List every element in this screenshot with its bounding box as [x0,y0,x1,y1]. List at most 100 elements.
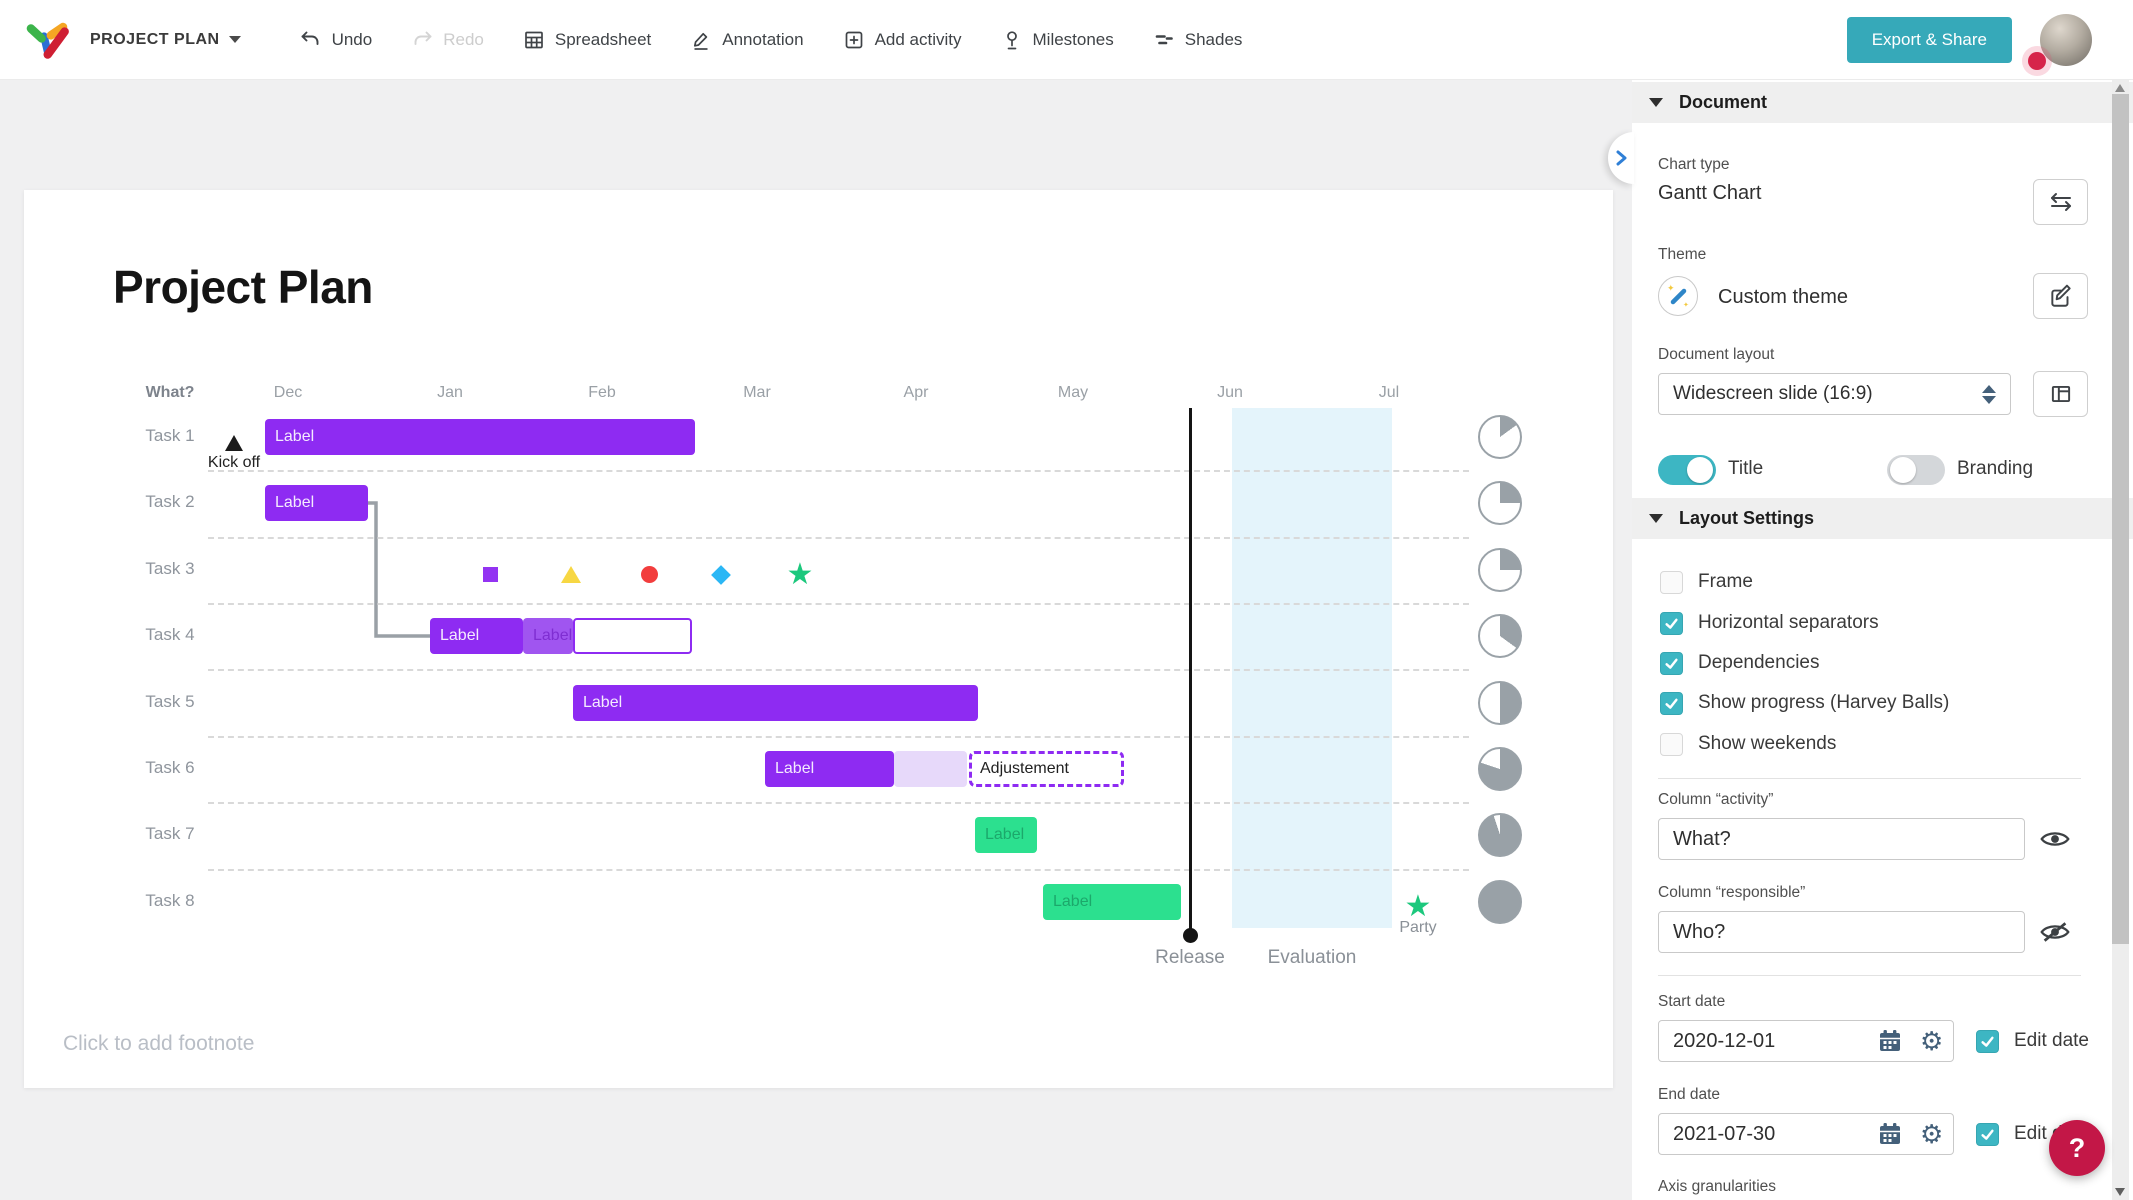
scroll-up-icon[interactable] [2115,84,2125,92]
task-bar[interactable]: Label [975,817,1037,854]
task-bar[interactable]: Label [523,618,573,655]
checkbox-show-progress-harvey-balls[interactable] [1660,692,1683,715]
chart-type-label: Chart type [1658,156,1730,173]
toolbar-item-add-activity[interactable]: Add activity [842,28,962,52]
checkbox-label: Frame [1698,571,1753,592]
gear-icon[interactable]: ⚙ [1920,1026,1944,1056]
theme-wand-icon[interactable]: ✦ ✦ [1658,276,1698,316]
task-bar[interactable] [573,618,692,655]
toolbar-item-label: Shades [1184,29,1243,49]
toolbar-item-shades[interactable]: Shades [1152,28,1243,52]
bar-label: Label [275,428,315,445]
document-layout-label: Document layout [1658,346,1775,363]
chart-canvas: Project Plan What? Dec Jan Feb Mar Apr May Jun J… [24,190,1613,1088]
milestone-kickoff[interactable] [225,435,243,451]
column-responsible-input[interactable] [1658,911,2025,953]
scrollbar-thumb[interactable] [2112,94,2129,944]
checkbox-horizontal-separators[interactable] [1660,612,1683,635]
sidebar-collapse-button[interactable] [1608,132,1634,184]
task-bar[interactable]: Adjustement [969,751,1124,787]
section-title: Layout Settings [1679,508,1815,528]
section-header-layout-settings[interactable]: Layout Settings [1632,498,2133,539]
eye-icon[interactable] [2040,828,2070,855]
milestone-square[interactable] [482,566,498,582]
collapse-caret-icon [1649,514,1663,523]
milestone-diamond[interactable] [711,564,731,585]
checkbox-dependencies[interactable] [1660,652,1683,675]
gantt-chart: What? Dec Jan Feb Mar Apr May Jun Jul Task 1 Label… [24,190,1613,1088]
toolbar-item-label: Add activity [874,29,962,49]
eye-off-icon[interactable] [2040,921,2070,948]
release-milestone-dot[interactable] [1182,927,1198,943]
toolbar-item-spreadsheet[interactable]: Spreadsheet [522,28,651,52]
task-bar[interactable]: Label [573,684,978,721]
task-row-label: Task 7 [145,824,195,844]
avatar[interactable] [2028,13,2092,70]
checkbox-label: Show progress (Harvey Balls) [1698,692,1950,713]
column-activity-input[interactable] [1658,818,2025,860]
sidebar-scrollbar[interactable] [2112,80,2129,1200]
layout-options-button[interactable] [2033,371,2088,417]
release-milestone-line[interactable] [1188,408,1192,935]
task-bar[interactable]: Label [265,419,695,455]
title-toggle[interactable] [1658,455,1716,485]
end-date-input[interactable] [1658,1113,1954,1155]
task-row-label: Task 3 [145,558,195,578]
toolbar-item-milestones[interactable]: Milestones [1000,28,1114,52]
bar-label: Label [533,627,573,645]
row-separator [208,868,1469,871]
swap-icon [2050,193,2071,211]
task-bar[interactable] [894,751,967,787]
sidebar: Document Chart type Gantt Chart Theme ✦ … [1632,80,2133,1200]
toolbar-item-label: Annotation [722,29,804,49]
month-label: Jan [437,384,463,401]
help-button[interactable]: ? [2049,1120,2105,1176]
task-row-label: Task 1 [145,426,195,445]
month-label: Dec [273,384,303,401]
milestone-star[interactable]: ★ [1404,889,1432,923]
start-date-input[interactable] [1658,1020,1954,1062]
task-bar[interactable]: Label [765,751,894,787]
month-label: Jul [1378,384,1400,401]
document-menu[interactable]: PROJECT PLAN [90,31,241,49]
toolbar-item-redo: Redo [410,28,484,52]
task-bar[interactable]: Label [265,485,368,522]
edit-theme-button[interactable] [2033,273,2088,319]
milestone-circle[interactable] [640,565,658,583]
section-header-document[interactable]: Document [1632,82,2133,123]
bar-label: Adjustement [980,760,1069,777]
branding-toggle[interactable] [1887,455,1945,485]
toolbar-item-annotation[interactable]: Annotation [689,28,804,52]
chart-title[interactable]: Project Plan [113,261,373,313]
task-bar[interactable]: Label [1043,883,1181,920]
calendar-icon[interactable] [1878,1029,1902,1053]
branding-toggle-label: Branding [1957,458,2034,479]
milestone-label: Kick off [207,454,261,471]
checkbox-frame[interactable] [1660,571,1683,594]
harvey-ball [1478,879,1522,924]
calendar-icon[interactable] [1878,1122,1902,1146]
evaluation-shade[interactable] [1232,408,1392,928]
toolbar-item-undo[interactable]: Undo [299,28,372,52]
checkbox-label: Horizontal separators [1698,612,1879,633]
harvey-ball [1478,813,1522,858]
toolbar-item-label: Milestones [1032,29,1114,49]
checkbox-show-weekends[interactable] [1660,733,1683,756]
svg-text:✦: ✦ [1667,283,1675,293]
footnote-placeholder[interactable]: Click to add footnote [63,1032,255,1055]
edit-end-date-checkbox[interactable] [1976,1123,1999,1146]
edit-start-date-checkbox[interactable] [1976,1030,1999,1053]
scroll-down-icon[interactable] [2115,1188,2125,1196]
annotation-icon [689,28,713,52]
task-row-label: Task 2 [145,492,195,512]
document-layout-select[interactable]: Widescreen slide (16:9) [1658,373,2011,415]
start-date-label: Start date [1658,993,1726,1010]
gear-icon[interactable]: ⚙ [1920,1119,1944,1149]
milestone-triangle[interactable] [561,565,581,583]
task-bar[interactable]: Label [430,618,523,655]
change-chart-type-button[interactable] [2033,179,2088,225]
chevron-down-icon [228,36,241,43]
milestones-icon [1000,28,1024,52]
export-share-button[interactable]: Export & Share [1846,16,2012,63]
milestone-star[interactable]: ★ [786,557,814,591]
